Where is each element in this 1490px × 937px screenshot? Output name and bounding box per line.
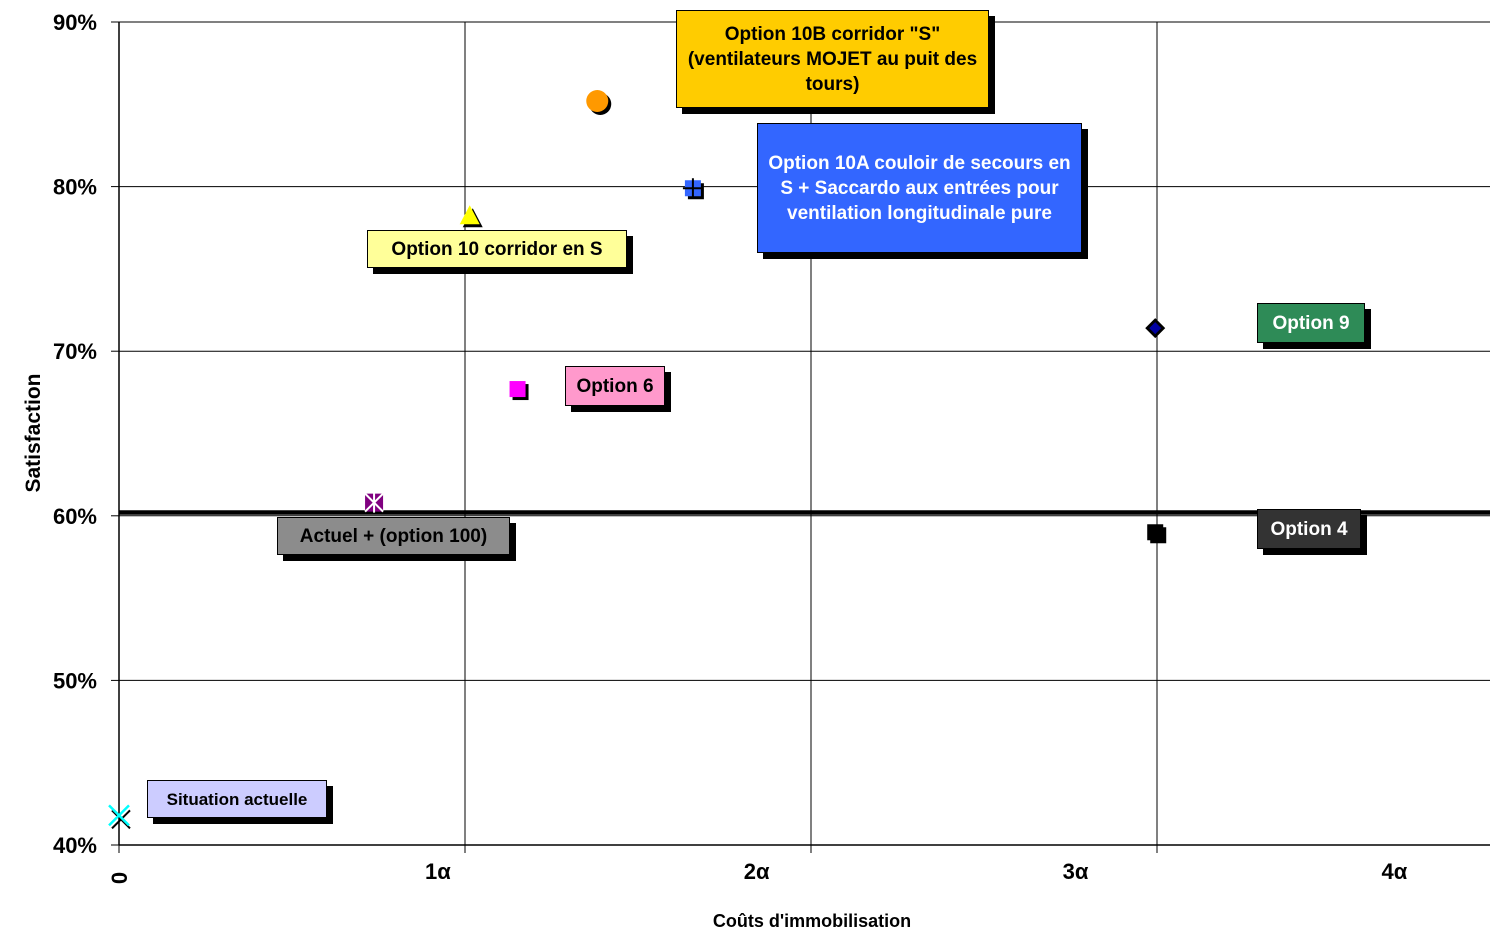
x-axis-label: Coûts d'immobilisation [713,911,911,931]
marker-shape [1147,524,1164,541]
axes: Coûts d'immobilisation Satisfaction 40% 5… [22,10,1490,931]
x-tick-label: 3α [1063,859,1089,884]
point-label: Option 10B corridor "S" (ventilateurs MO… [676,10,989,108]
point-label: Option 10 corridor en S [367,230,627,268]
y-tick-label: 60% [53,504,97,529]
y-tick-label: 90% [53,10,97,35]
marker-diamond [1145,318,1166,339]
marker-shape [108,804,130,827]
point-label: Actuel + (option 100) [277,517,510,555]
point-label: Option 9 [1257,303,1365,343]
point-label: Option 4 [1257,509,1361,549]
marker-x-cross [108,804,131,830]
marker-asterisk [364,492,384,513]
x-tick-label: 4α [1381,859,1407,884]
marker-shape [459,205,480,225]
marker-square [509,381,529,401]
marker-shape [509,381,526,398]
marker-shadow [111,809,131,830]
point-label: Situation actuelle [147,780,327,818]
marker-shape [586,90,609,113]
marker-plus [682,178,704,200]
marker-triangle [459,205,483,228]
point-label: Option 6 [565,366,665,406]
marker-shape [1149,322,1162,335]
marker-circle [586,90,612,116]
x-tick-label: 2α [744,859,770,884]
y-tick-label: 50% [53,668,97,693]
markers [108,90,1167,830]
x-tick-label: 1α [425,859,451,884]
marker-square [1147,524,1167,544]
y-axis-label: Satisfaction [22,373,45,492]
y-tick-label: 70% [53,339,97,364]
x-tick-label: 0 [107,872,132,884]
y-tick-label: 80% [53,175,97,200]
y-tick-label: 40% [53,833,97,858]
point-label: Option 10A couloir de secours en S + Sac… [757,123,1082,253]
